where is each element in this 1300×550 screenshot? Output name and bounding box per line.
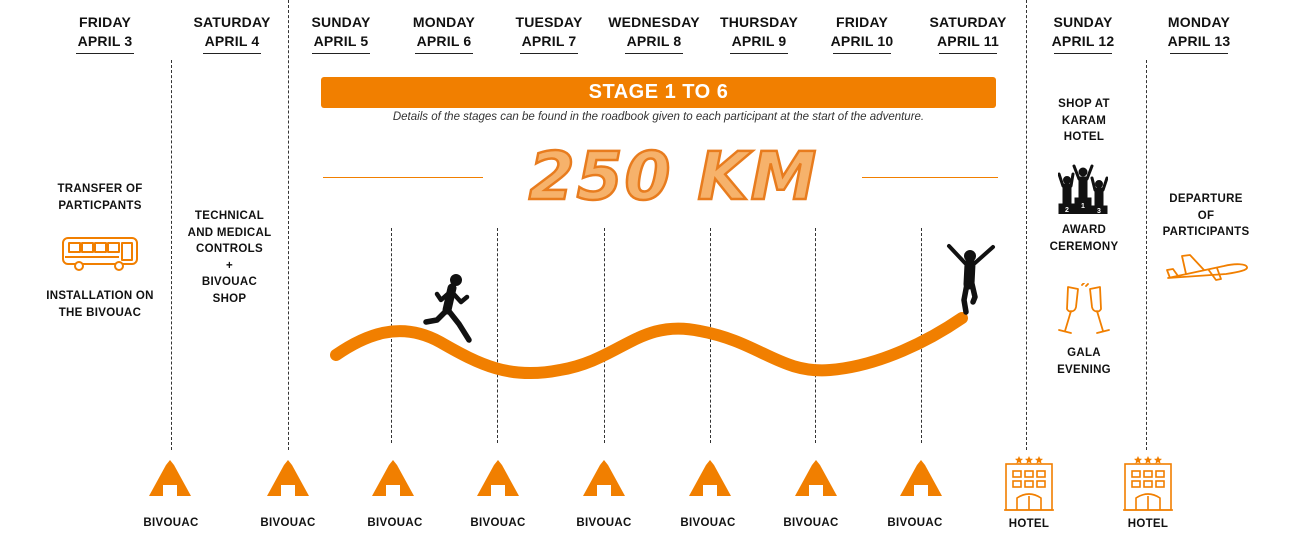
- installation-text: INSTALLATION ON THE BIVOUAC: [46, 290, 154, 319]
- day-date: APRIL 11: [936, 33, 1000, 49]
- day-date: APRIL 6: [416, 33, 472, 49]
- day-header-7: THURSDAY APRIL 9: [705, 13, 813, 54]
- day-underline: [520, 53, 578, 54]
- stage-note: Details of the stages can be found in th…: [392, 111, 925, 123]
- transfer-text: TRANSFER OF PARTICPANTS: [57, 183, 143, 212]
- day-header-10: SUNDAY APRIL 12: [1029, 13, 1137, 54]
- departure-text: DEPARTURE OF PARTICIPANTS: [1162, 193, 1250, 238]
- day-underline: [1170, 53, 1228, 54]
- tent-icon: [689, 460, 731, 496]
- day-header-3: SUNDAY APRIL 5: [287, 13, 395, 54]
- lodging-label: BIVOUAC: [367, 517, 423, 529]
- day-header-1: FRIDAY APRIL 3: [51, 13, 159, 54]
- lodging-label: BIVOUAC: [470, 517, 526, 529]
- day-underline: [415, 53, 473, 54]
- shop-text: SHOP AT KARAM HOTEL: [1058, 98, 1110, 143]
- lodging-label: HOTEL: [1008, 518, 1050, 530]
- award-text: AWARD CEREMONY: [1049, 224, 1119, 253]
- tent-icon: [583, 460, 625, 496]
- day-date: APRIL 7: [521, 33, 577, 49]
- day-date: APRIL 3: [77, 33, 133, 49]
- day-underline: [76, 53, 134, 54]
- day-date: APRIL 4: [204, 33, 260, 49]
- day-weekday: SUNDAY: [1053, 14, 1113, 30]
- day-header-6: WEDNESDAY APRIL 8: [600, 13, 708, 54]
- hotel-icon: [1123, 456, 1173, 511]
- celebrating-runner-icon: [947, 244, 995, 315]
- divider-line: [288, 0, 289, 450]
- day-header-8: FRIDAY APRIL 10: [808, 13, 916, 54]
- tent-icon: [795, 460, 837, 496]
- divider-line: [604, 228, 605, 443]
- lodging-label: BIVOUAC: [680, 517, 736, 529]
- tent-icon: [477, 460, 519, 496]
- divider-line: [815, 228, 816, 443]
- day-underline: [203, 53, 261, 54]
- day-header-2: SATURDAY APRIL 4: [178, 13, 286, 54]
- day-weekday: SUNDAY: [311, 14, 371, 30]
- day-date: APRIL 10: [830, 33, 894, 49]
- day-header-4: MONDAY APRIL 6: [390, 13, 498, 54]
- day-underline: [312, 53, 370, 54]
- gala-text: GALA EVENING: [1057, 347, 1111, 376]
- distance-rule-right: [862, 177, 998, 178]
- svg-text:1: 1: [1081, 203, 1085, 210]
- tent-icon: [372, 460, 414, 496]
- lodging-label: BIVOUAC: [143, 517, 199, 529]
- day-weekday: FRIDAY: [78, 14, 132, 30]
- day-weekday: WEDNESDAY: [608, 14, 700, 30]
- lodging-label: BIVOUAC: [576, 517, 632, 529]
- lodging-label: HOTEL: [1127, 518, 1169, 530]
- svg-text:2: 2: [1065, 207, 1069, 214]
- stage-banner: STAGE 1 TO 6: [321, 77, 996, 108]
- divider-line: [171, 60, 172, 450]
- day-underline: [625, 53, 683, 54]
- tent-icon: [900, 460, 942, 496]
- lodging-label: BIVOUAC: [260, 517, 316, 529]
- day-date: APRIL 9: [731, 33, 787, 49]
- tent-icon: [267, 460, 309, 496]
- runner-icon: [423, 274, 472, 343]
- day-weekday: TUESDAY: [515, 14, 583, 30]
- lodging-label: BIVOUAC: [783, 517, 839, 529]
- svg-text:3: 3: [1097, 208, 1101, 214]
- controls-text: TECHNICAL AND MEDICAL CONTROLS + BIVOUAC…: [187, 210, 272, 305]
- day-date: APRIL 13: [1167, 33, 1231, 49]
- day-weekday: THURSDAY: [719, 14, 799, 30]
- airplane-icon: [1166, 254, 1248, 281]
- distance-label: 250 KM: [527, 137, 819, 217]
- day-date: APRIL 5: [313, 33, 369, 49]
- day-header-5: TUESDAY APRIL 7: [495, 13, 603, 54]
- day-underline: [833, 53, 891, 54]
- day-weekday: SATURDAY: [929, 14, 1007, 30]
- day-date: APRIL 8: [626, 33, 682, 49]
- divider-line: [1146, 60, 1147, 450]
- day-weekday: MONDAY: [1167, 14, 1231, 30]
- divider-line: [1026, 0, 1027, 450]
- divider-line: [497, 228, 498, 443]
- lodging-label: BIVOUAC: [887, 517, 943, 529]
- tent-icon: [149, 460, 191, 496]
- day-date: APRIL 12: [1051, 33, 1115, 49]
- day-header-11: MONDAY APRIL 13: [1145, 13, 1253, 54]
- bus-icon: [62, 237, 138, 271]
- day-underline: [939, 53, 997, 54]
- hotel-icon: [1004, 456, 1054, 511]
- day-weekday: FRIDAY: [835, 14, 889, 30]
- champagne-icon: [1058, 283, 1110, 334]
- podium-icon: 1 2 3: [1058, 164, 1108, 214]
- day-underline: [730, 53, 788, 54]
- day-header-9: SATURDAY APRIL 11: [914, 13, 1022, 54]
- distance-rule-left: [323, 177, 483, 178]
- day-weekday: MONDAY: [412, 14, 476, 30]
- day-underline: [1054, 53, 1112, 54]
- day-weekday: SATURDAY: [193, 14, 271, 30]
